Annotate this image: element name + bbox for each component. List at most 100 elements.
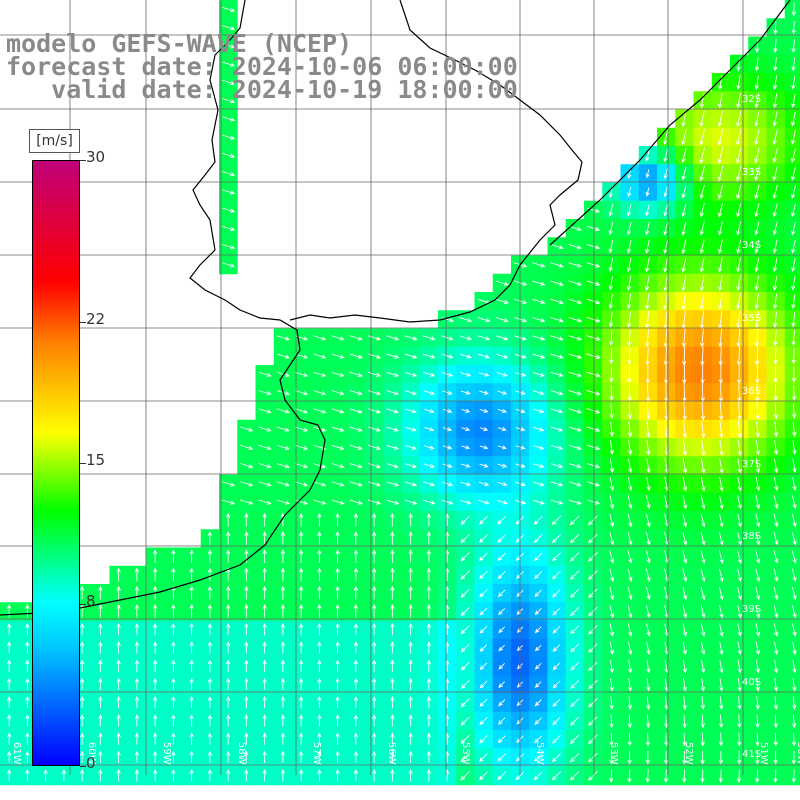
wind-arrow [608, 239, 614, 254]
latitude-label: 39S [742, 604, 761, 615]
wind-arrow [404, 371, 418, 377]
wind-arrow [736, 346, 742, 366]
wind-arrow [207, 714, 213, 727]
wind-arrow [719, 696, 724, 710]
wind-arrow [737, 586, 742, 601]
wind-arrow [755, 439, 761, 456]
wind-arrow [116, 641, 121, 654]
wind-cell [784, 620, 800, 640]
wind-cell [784, 638, 800, 658]
wind-arrow [152, 677, 158, 691]
wind-arrow [550, 298, 564, 305]
wind-arrow [441, 317, 455, 323]
wind-arrow [496, 372, 508, 377]
wind-arrow [791, 605, 797, 619]
wind-arrow [98, 750, 103, 764]
wind-arrow [646, 696, 651, 710]
wind-arrow [335, 714, 340, 727]
wind-arrow [719, 401, 724, 421]
wind-arrow [497, 571, 506, 580]
wind-arrow [550, 317, 564, 323]
wind-arrow [405, 445, 417, 450]
longitude-label: 54W [534, 742, 545, 765]
wind-arrow [371, 603, 377, 618]
wind-arrow [586, 262, 601, 268]
wind-arrow [426, 549, 432, 563]
wind-arrow [408, 585, 413, 600]
wind-arrow [317, 622, 322, 636]
wind-arrow [317, 585, 322, 600]
wind-arrow [534, 644, 542, 652]
wind-arrow [570, 588, 580, 598]
wind-arrow [586, 244, 601, 250]
wind-arrow [736, 184, 742, 200]
wind-arrow [532, 481, 545, 487]
wind-arrow [331, 481, 345, 487]
wind-arrow [550, 499, 564, 505]
wind-arrow [737, 532, 742, 546]
wind-arrow [331, 463, 345, 469]
wind-arrow [586, 463, 601, 469]
wind-arrow [533, 445, 545, 450]
wind-arrow [298, 585, 304, 600]
wind-arrow [298, 549, 304, 563]
wind-arrow [98, 677, 103, 691]
wind-arrow [718, 769, 723, 784]
wind-arrow [207, 585, 213, 600]
wind-arrow [479, 445, 489, 450]
wind-arrow [207, 603, 213, 618]
wind-arrow [497, 463, 508, 468]
wind-arrow [645, 732, 651, 747]
wind-cell [784, 182, 800, 202]
wind-arrow [479, 408, 489, 413]
wind-arrow [792, 458, 797, 474]
wind-arrow [98, 659, 103, 672]
wind-arrow [663, 275, 668, 292]
wind-arrow [390, 677, 395, 691]
wind-arrow [498, 607, 506, 616]
longitude-labels: 61W 60W 59W 58W 57W 56W 55W 54W 53W 52W 51W 50W [11, 742, 800, 765]
wind-arrow [552, 680, 561, 689]
wind-arrow [551, 444, 564, 450]
wind-arrow [244, 512, 249, 527]
wind-arrow [570, 716, 580, 726]
wind-arrow [736, 257, 741, 273]
wind-arrow [791, 384, 797, 401]
wind-arrow [313, 463, 327, 469]
wind-arrow [754, 221, 760, 236]
wind-arrow [681, 346, 687, 366]
wind-arrow [371, 677, 377, 691]
wind-arrow [408, 567, 413, 582]
wind-arrow [791, 221, 796, 236]
wind-arrow [627, 605, 633, 619]
wind-arrow [570, 643, 580, 653]
wind-arrow [404, 353, 418, 359]
wind-arrow [664, 732, 669, 747]
wind-arrow [551, 552, 561, 562]
wind-arrow [682, 696, 687, 710]
wind-arrow [718, 605, 724, 619]
wind-arrow [262, 567, 267, 582]
wind-arrow [134, 659, 140, 672]
wind-arrow [371, 768, 377, 782]
wind-arrow [171, 732, 176, 745]
wind-arrow [207, 530, 213, 545]
wind-arrow [262, 659, 267, 672]
wind-arrow [386, 408, 399, 414]
wind-arrow [317, 512, 322, 527]
wind-arrow [772, 93, 778, 109]
wind-arrow [225, 585, 231, 600]
wind-arrow [773, 421, 779, 438]
wind-arrow [609, 605, 615, 619]
wind-arrow [754, 239, 760, 254]
wind-arrow [792, 477, 797, 492]
wind-arrow [442, 427, 453, 432]
wind-arrow [533, 515, 543, 525]
wind-arrow [792, 696, 797, 710]
wind-arrow [609, 641, 615, 656]
wind-arrow [755, 769, 760, 784]
wind-arrow [221, 6, 236, 13]
wind-arrow [134, 750, 140, 764]
wind-arrow [497, 552, 506, 562]
wind-arrow [550, 408, 564, 414]
